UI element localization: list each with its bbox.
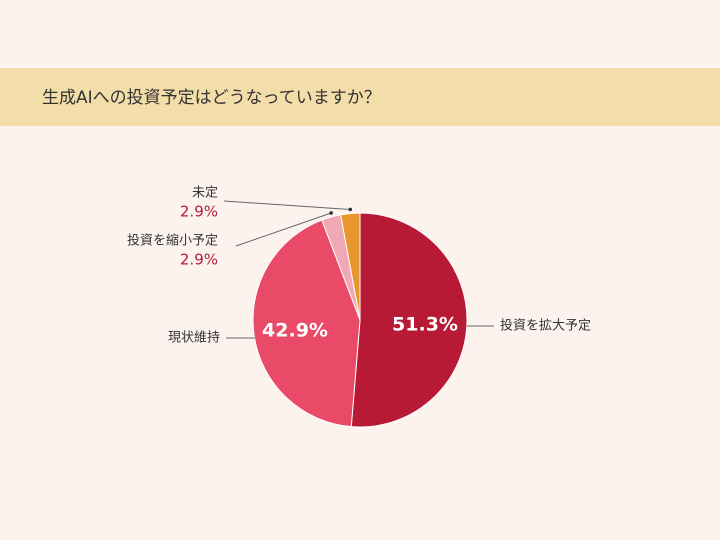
category-label: 投資を拡大予定 [500,318,591,334]
category-label: 投資を縮小予定 [127,233,218,249]
data-label: 2.9% [180,203,218,221]
category-label: 未定 [192,186,218,201]
leader-dot [348,207,353,212]
data-label: 42.9% [262,320,328,342]
leader-dot [329,211,333,215]
title-band [0,68,720,126]
leader-line [235,212,332,247]
pie-slice [252,219,361,428]
pie-slice [340,212,361,321]
data-label: 51.3% [392,314,458,336]
pie-slice [350,212,468,428]
data-label: 2.9% [180,251,218,269]
category-label: 現状維持 [168,331,220,346]
leader-line [223,200,351,210]
chart-title: 生成AIへの投資予定はどうなっていますか？ [42,88,381,108]
